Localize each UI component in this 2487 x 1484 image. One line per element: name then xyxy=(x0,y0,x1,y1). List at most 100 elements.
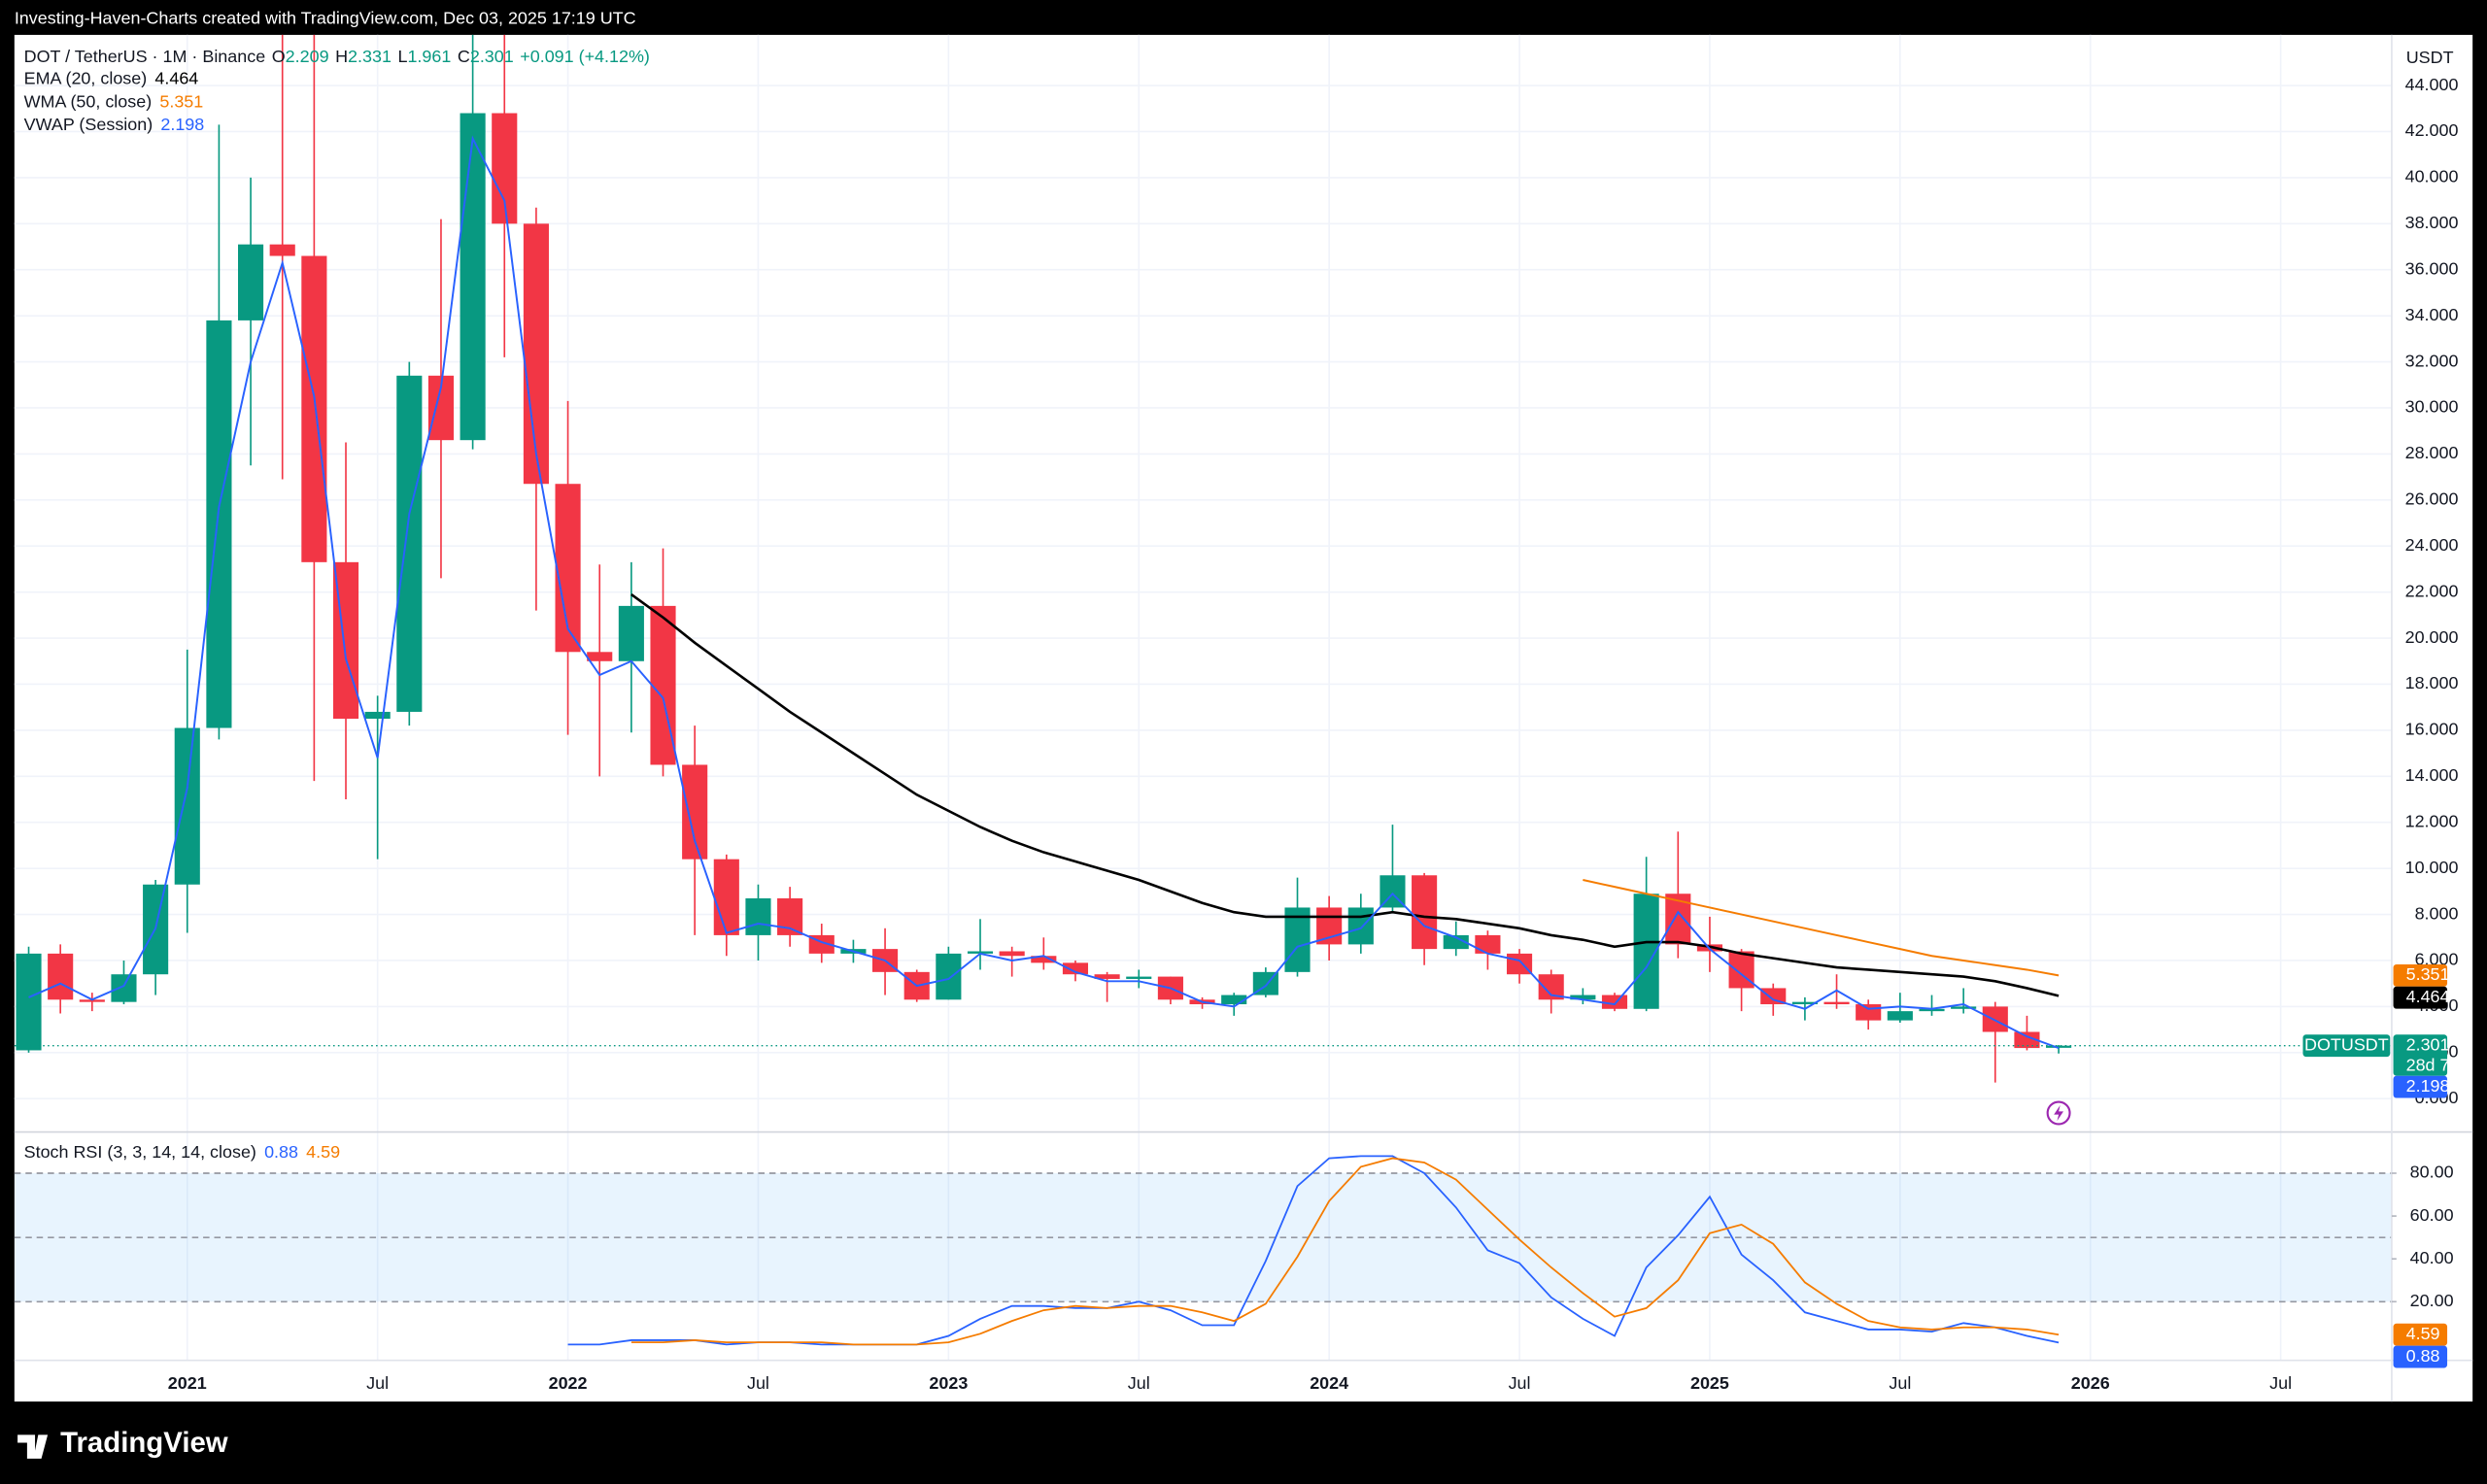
candle-body xyxy=(1412,875,1438,950)
y-tick-label: 8.000 xyxy=(2415,903,2459,923)
indicator-name: WMA (50, close) xyxy=(24,91,153,111)
y-tick-label: 36.000 xyxy=(2405,258,2459,278)
stoch-value: 4.59 xyxy=(306,1142,340,1162)
candle-body xyxy=(111,974,137,1002)
ohlc-value: 2.331 xyxy=(348,47,392,66)
candle-body xyxy=(238,244,264,320)
indicator-name: VWAP (Session) xyxy=(24,115,153,134)
x-tick-label: 2025 xyxy=(1690,1373,1729,1393)
currency: USDT xyxy=(2406,48,2454,67)
y-tick-label: 10.000 xyxy=(2405,858,2459,877)
x-tick-label: Jul xyxy=(747,1373,769,1393)
stoch-legend: Stoch RSI (3, 3, 14, 14, close) 0.88 4.59 xyxy=(24,1142,340,1162)
legend: DOT / TetherUS · 1M · Binance O2.209 H2.33… xyxy=(24,47,650,1162)
indicator-value: 2.198 xyxy=(160,115,204,134)
legend-title: DOT / TetherUS · 1M · Binance O2.209 H2.33… xyxy=(24,47,650,66)
brand: TradingView xyxy=(60,1427,228,1459)
candle-body xyxy=(1919,1008,1945,1012)
candle-body xyxy=(1475,934,1501,954)
candle-body xyxy=(1316,907,1343,945)
symbol-title: DOT / TetherUS · 1M · Binance xyxy=(24,47,266,66)
ohlc-value: 1.961 xyxy=(407,47,451,66)
y-tick-label: 80.00 xyxy=(2410,1163,2454,1182)
candle-body xyxy=(269,244,295,256)
candle-body xyxy=(396,375,423,712)
ohlc-letter: C xyxy=(458,47,470,66)
candle-body xyxy=(79,999,105,1002)
indicator-name: EMA (20, close) xyxy=(24,68,148,87)
ohlc-letter: H xyxy=(335,47,348,66)
candle-body xyxy=(523,223,549,485)
candle-body xyxy=(2046,1045,2072,1048)
stoch-value: 0.88 xyxy=(264,1142,298,1162)
candle-body xyxy=(1982,1006,2008,1032)
y-tick-label: 40.000 xyxy=(2405,167,2459,186)
candle-body xyxy=(1284,907,1311,972)
y-tick-label: 60.00 xyxy=(2410,1205,2454,1225)
badge-label: 5.351 xyxy=(2406,964,2450,984)
ohlc-value: 2.301 xyxy=(470,47,514,66)
caption: Investing-Haven-Charts created with Trad… xyxy=(15,8,636,27)
badge-label: 28d 7h xyxy=(2406,1056,2460,1075)
y-tick-label: 24.000 xyxy=(2405,535,2459,555)
y-tick-label: 18.000 xyxy=(2405,673,2459,692)
x-tick-label: Jul xyxy=(1128,1373,1150,1393)
badge-label: 0.88 xyxy=(2406,1346,2440,1366)
indicator-line xyxy=(28,135,2060,1050)
candle-body xyxy=(1760,988,1787,1005)
candle-body xyxy=(967,951,994,954)
candle-body xyxy=(2014,1031,2040,1049)
y-tick-label: 42.000 xyxy=(2405,120,2459,140)
candle-body xyxy=(206,320,232,728)
x-tick-label: Jul xyxy=(2269,1373,2292,1393)
badge-label: 4.59 xyxy=(2406,1324,2440,1343)
badges: 5.351 4.464 2.301 28d 7h DOTUSDT 2.198 4.59 0.8… xyxy=(2302,963,2460,1368)
ohlc-letter: O xyxy=(272,47,286,66)
axes: 0.0002.0004.0006.0008.00010.00012.00014.… xyxy=(168,75,2459,1393)
candle-body xyxy=(1062,962,1089,975)
candle-body xyxy=(48,953,74,1000)
y-tick-label: 44.000 xyxy=(2405,75,2459,94)
y-tick-label: 14.000 xyxy=(2405,765,2459,785)
price-badge xyxy=(2393,963,2448,987)
badge-label: 2.301 xyxy=(2406,1034,2450,1054)
stoch-pane xyxy=(14,1155,2392,1346)
x-tick-label: Jul xyxy=(366,1373,389,1393)
candle-body xyxy=(618,605,644,661)
candle-body xyxy=(1031,956,1057,963)
change: +0.091 (+4.12%) xyxy=(520,47,650,66)
y-tick-label: 40.00 xyxy=(2410,1248,2454,1267)
ohlc-letter: L xyxy=(397,47,407,66)
price-badge xyxy=(2393,986,2448,1009)
candle-body xyxy=(1823,1001,1850,1005)
stoch-line xyxy=(630,1157,2060,1346)
y-tick-label: 32.000 xyxy=(2405,351,2459,370)
symbol-label: DOTUSDT xyxy=(2304,1034,2389,1054)
indicator-legend: EMA (20, close) 4.464 xyxy=(24,68,199,87)
price-pane xyxy=(14,34,2392,1083)
x-tick-label: Jul xyxy=(1509,1373,1531,1393)
candle-body xyxy=(460,113,486,441)
candle-body xyxy=(364,711,391,720)
alert-icon[interactable] xyxy=(2046,1100,2071,1126)
badge-label: 2.198 xyxy=(2406,1076,2450,1096)
y-tick-label: 38.000 xyxy=(2405,213,2459,232)
ohlc-value: 2.209 xyxy=(286,47,329,66)
indicator-value: 5.351 xyxy=(159,91,203,111)
indicator-legend: VWAP (Session) 2.198 xyxy=(24,115,205,134)
candle-body xyxy=(1791,1001,1818,1005)
candle-body xyxy=(777,897,803,935)
x-tick-label: 2022 xyxy=(549,1373,588,1393)
x-tick-label: 2023 xyxy=(929,1373,968,1393)
y-tick-label: 20.000 xyxy=(2405,627,2459,647)
x-tick-label: 2026 xyxy=(2071,1373,2110,1393)
candle-body xyxy=(1570,995,1596,1000)
x-tick-label: 2024 xyxy=(1310,1373,1348,1393)
candle-body xyxy=(999,951,1025,957)
indicator-line xyxy=(630,592,2060,997)
candle-body xyxy=(301,255,327,562)
candle-body xyxy=(1094,974,1120,979)
candle-body xyxy=(1347,907,1374,945)
